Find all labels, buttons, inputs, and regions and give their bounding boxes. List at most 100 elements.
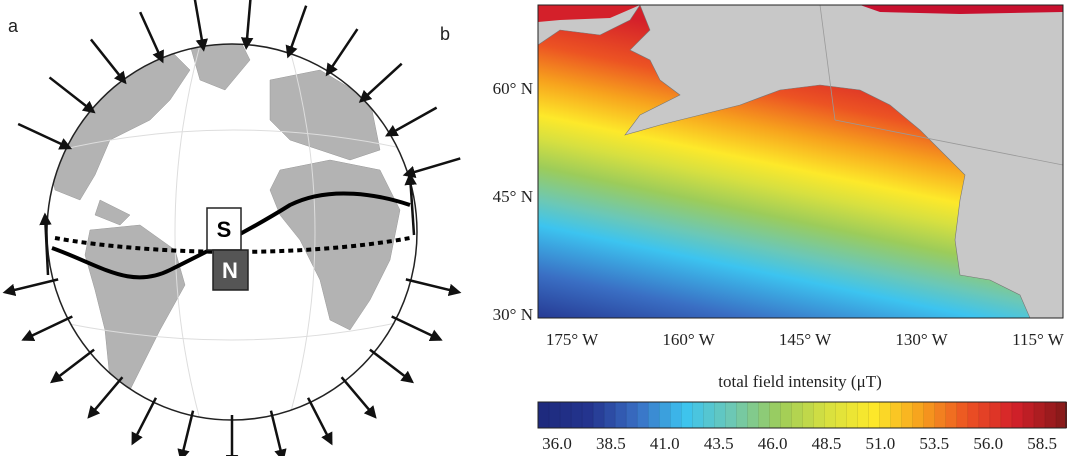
colorbar-step — [835, 401, 848, 429]
lon-label: 160° W — [662, 330, 715, 349]
arrow — [391, 315, 443, 341]
colorbar-tick: 41.0 — [650, 434, 680, 453]
arrow — [240, 0, 254, 51]
colorbar-tick: 36.0 — [542, 434, 572, 453]
colorbar-step — [692, 401, 705, 429]
colorbar-step — [703, 401, 716, 429]
colorbar-step — [1055, 401, 1067, 429]
arrow — [369, 348, 415, 384]
colorbar-step — [802, 401, 815, 429]
colorbar-step — [912, 401, 925, 429]
panel-label: b — [440, 24, 450, 44]
colorbar-step — [1044, 401, 1057, 429]
colorbar-tick: 43.5 — [704, 434, 734, 453]
colorbar-step — [1022, 401, 1035, 429]
arrow — [340, 376, 377, 419]
arrow — [131, 397, 158, 446]
colorbar: 36.0 38.5 41.0 43.5 46.0 48.5 51.0 53.5 56.0 58.5 — [537, 401, 1067, 453]
field-arrows — [2, 0, 462, 456]
magnet-north: N — [222, 258, 238, 283]
colorbar-step — [868, 401, 881, 429]
colorbar-step — [537, 401, 550, 429]
colorbar-step — [758, 401, 771, 429]
colorbar-step — [548, 401, 561, 429]
lat-label: 30° N — [493, 305, 533, 324]
panel-label: a — [8, 16, 19, 36]
colorbar-step — [846, 401, 859, 429]
arrow — [2, 278, 59, 297]
colorbar-step — [857, 401, 870, 429]
colorbar-step — [1000, 401, 1013, 429]
globe: S N — [46, 43, 418, 421]
arrow — [404, 172, 417, 236]
lon-label: 145° W — [779, 330, 832, 349]
intensity-map — [538, 5, 1063, 318]
colorbar-step — [1011, 401, 1024, 429]
colorbar-step — [1033, 401, 1046, 429]
colorbar-step — [923, 401, 936, 429]
colorbar-step — [967, 401, 980, 429]
lon-label: 115° W — [1012, 330, 1065, 349]
colorbar-tick: 48.5 — [812, 434, 842, 453]
colorbar-step — [791, 401, 804, 429]
colorbar-tick: 51.0 — [866, 434, 896, 453]
lat-label: 60° N — [493, 79, 533, 98]
colorbar-step — [813, 401, 826, 429]
arrow — [39, 212, 52, 276]
colorbar-step — [570, 401, 583, 429]
colorbar-step — [934, 401, 947, 429]
arrow — [89, 38, 127, 85]
lat-label: 45° N — [493, 187, 533, 206]
arrow — [358, 62, 403, 103]
colorbar-tick: 58.5 — [1027, 434, 1057, 453]
arrow — [384, 106, 438, 137]
map-frame — [537, 4, 1064, 319]
arrow — [269, 410, 287, 456]
colorbar-step — [559, 401, 572, 429]
colorbar-tick: 53.5 — [919, 434, 949, 453]
colorbar-step — [658, 401, 672, 429]
colorbar-step — [614, 401, 627, 429]
colorbar-step — [681, 401, 694, 429]
colorbar-tick: 56.0 — [973, 434, 1003, 453]
colorbar-frame — [537, 401, 1067, 429]
lon-label: 175° W — [546, 330, 599, 349]
colorbar-step — [670, 401, 683, 429]
colorbar-step — [978, 401, 991, 429]
arrow — [87, 376, 124, 419]
colorbar-step — [747, 401, 760, 429]
arrow — [17, 122, 73, 150]
arrow — [325, 28, 359, 77]
colorbar-step — [625, 401, 638, 429]
arrow — [139, 11, 164, 64]
magnet-south: S — [217, 217, 232, 242]
colorbar-step — [636, 401, 649, 429]
colorbar-step — [647, 401, 660, 429]
arrow — [285, 5, 308, 59]
colorbar-step — [714, 401, 727, 429]
colorbar-step — [890, 401, 903, 429]
colorbar-step — [956, 401, 969, 429]
colorbar-step — [945, 401, 958, 429]
arrow — [193, 0, 208, 52]
colorbar-step — [581, 401, 594, 429]
arrow — [306, 397, 333, 446]
colorbar-step — [725, 401, 738, 429]
colorbar-tick: 46.0 — [758, 434, 788, 453]
colorbar-tick: 38.5 — [596, 434, 626, 453]
arrow — [405, 278, 462, 297]
colorbar-step — [592, 401, 605, 429]
colorbar-step — [780, 401, 793, 429]
colorbar-step — [769, 401, 782, 429]
colorbar-step — [879, 401, 892, 429]
colorbar-step — [736, 401, 749, 429]
arrow — [402, 157, 461, 178]
colorbar-step — [989, 401, 1002, 429]
arrow — [49, 348, 95, 384]
arrow — [48, 76, 96, 114]
colorbar-step — [603, 401, 616, 429]
lon-label: 130° W — [895, 330, 948, 349]
arrow — [177, 410, 195, 456]
arrow — [21, 315, 73, 341]
